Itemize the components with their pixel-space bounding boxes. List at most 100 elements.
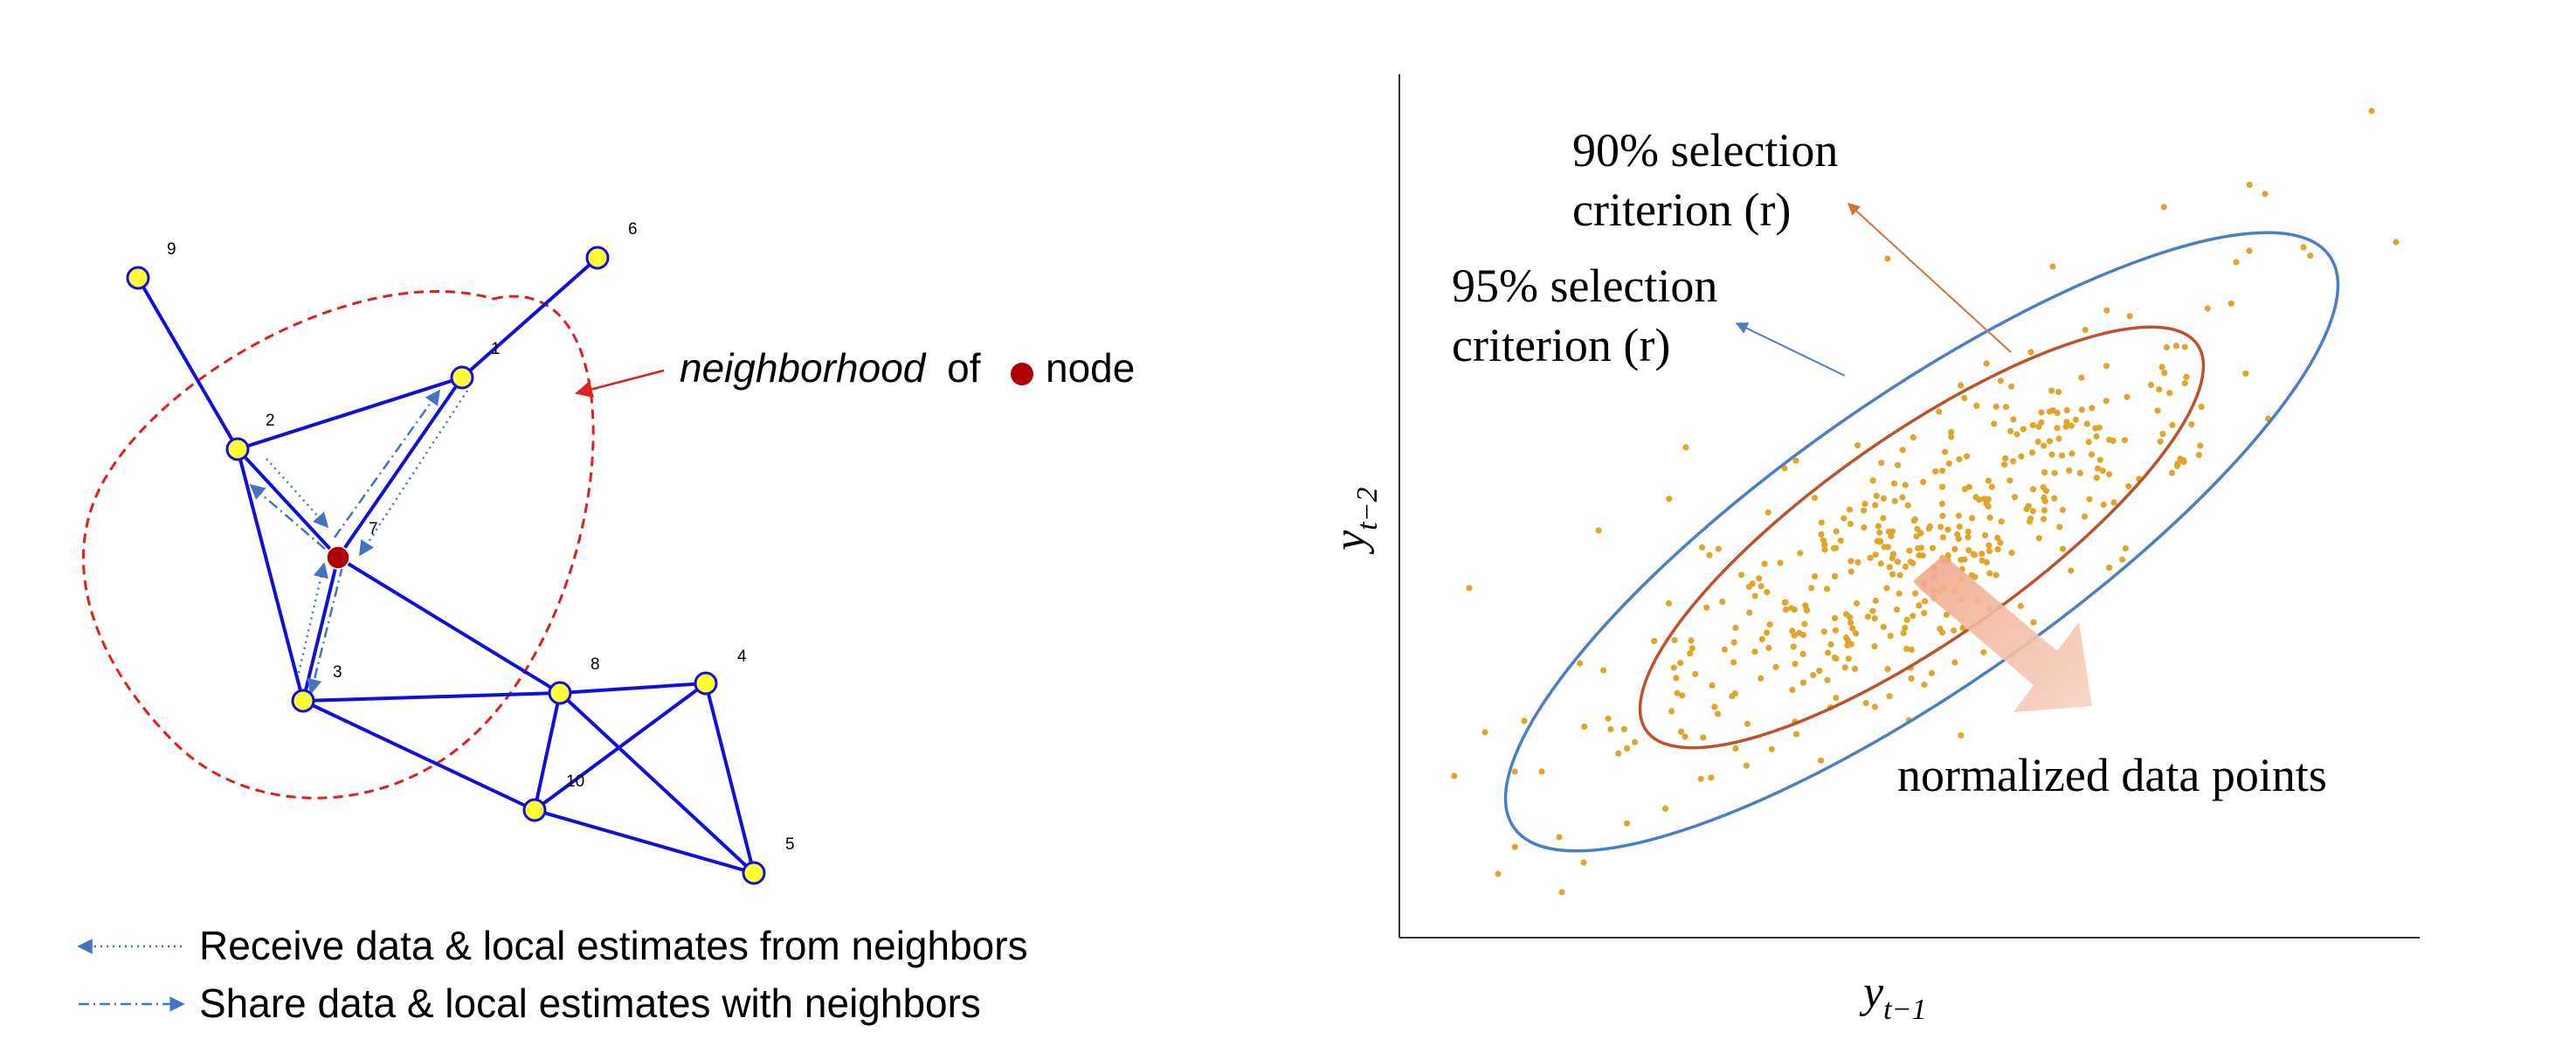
data-point [2054, 425, 2061, 432]
edge-9-2 [136, 276, 239, 451]
data-point [2013, 431, 2020, 438]
node-label-8: 8 [590, 655, 600, 674]
data-point [1751, 648, 1758, 655]
data-point [1816, 668, 1823, 675]
edge-2-7 [236, 447, 340, 559]
data-point [1451, 772, 1458, 779]
data-point [2078, 374, 2085, 381]
data-point [1777, 559, 1784, 566]
data-point [1982, 532, 1989, 539]
data-point [2172, 343, 2180, 350]
data-point [2038, 409, 2045, 416]
edge-8-10 [533, 692, 562, 811]
data-point [2103, 307, 2110, 314]
data-point [1577, 660, 1584, 667]
receive-arrow-from-1 [358, 390, 469, 557]
data-point [1823, 585, 1831, 592]
data-point [1837, 537, 1844, 544]
data-point [2001, 461, 2008, 468]
data-point [1665, 599, 1673, 607]
data-point [2008, 383, 2015, 390]
data-point [1932, 468, 1939, 475]
edge-10-4 [533, 682, 708, 812]
data-point [2169, 421, 2176, 429]
data-point [1764, 589, 1771, 596]
data-point [1827, 641, 1834, 648]
data-point [2368, 107, 2375, 114]
data-point [1886, 564, 1893, 571]
node-1 [450, 365, 474, 390]
data-point [1948, 428, 1955, 436]
data-point [2029, 486, 2037, 493]
data-point [2147, 382, 2155, 389]
node-label-2: 2 [266, 412, 275, 430]
data-point [1679, 692, 1686, 699]
data-point [1605, 715, 1612, 722]
data-point [2002, 404, 2010, 411]
data-point [1942, 448, 1949, 455]
data-point [1894, 558, 1902, 565]
sensor-network-diagram: 1 2 3 4 5 6 7 8 9 10 neighborhood of node Receive… [77, 220, 1135, 1026]
data-point [2393, 239, 2400, 246]
data-point [1880, 515, 1887, 522]
data-point [1782, 599, 1789, 606]
data-point [1538, 768, 1545, 775]
data-point [2076, 469, 2083, 477]
data-point [1994, 546, 2001, 553]
data-point [2072, 416, 2080, 423]
data-point [1944, 552, 1951, 559]
data-point [1878, 460, 1885, 467]
data-point [1880, 495, 1887, 502]
data-point [1810, 672, 1817, 679]
edge-3-7 [301, 557, 340, 702]
data-point [1916, 602, 1923, 609]
data-point [1910, 517, 1917, 524]
data-point [1986, 542, 1992, 549]
data-point [1682, 733, 1689, 740]
data-point [1955, 512, 1962, 519]
data-point [1730, 639, 1737, 646]
data-point [1746, 609, 1753, 616]
data-point [1620, 725, 1627, 733]
data-point [2068, 422, 2075, 429]
data-point [1595, 527, 1602, 534]
data-point [2040, 484, 2047, 491]
data-point [1902, 563, 1909, 571]
hub-node-marker-icon [1011, 363, 1033, 385]
data-point [2066, 467, 2073, 475]
data-point [2300, 244, 2307, 251]
node-8 [548, 681, 572, 705]
pointer-95-arrow [1735, 322, 1846, 377]
data-point [1986, 514, 1993, 522]
data-point [1732, 624, 1739, 632]
data-point [2163, 343, 2170, 351]
data-point [1756, 575, 1763, 582]
node-label-9: 9 [167, 240, 176, 259]
data-point [1821, 546, 1828, 553]
data-point [1965, 528, 1972, 536]
data-point [1965, 534, 1972, 541]
data-point [1984, 495, 1991, 503]
data-point [1615, 750, 1622, 757]
data-point [2307, 253, 2314, 260]
data-point [1466, 585, 1473, 592]
data-point [2188, 421, 2195, 428]
data-point [1580, 859, 1587, 866]
label-90-line1: 90% selection [1572, 124, 1838, 177]
data-point [1876, 529, 1883, 537]
data-point [1928, 669, 1936, 677]
x-axis-label: yt−1 [1859, 967, 1926, 1026]
data-point [1820, 537, 1827, 544]
data-point [1688, 637, 1695, 644]
data-point [1743, 762, 1750, 769]
data-point [1732, 745, 1739, 752]
receive-arrow-from-3 [297, 562, 328, 674]
data-point [2030, 619, 2037, 626]
data-point [2068, 567, 2075, 574]
data-point [1831, 614, 1839, 622]
data-point [1944, 526, 1951, 533]
data-point [1670, 664, 1677, 671]
data-point [1955, 536, 1962, 543]
data-point [1758, 635, 1765, 643]
y-axis-label-sub: t−2 [1351, 488, 1384, 530]
